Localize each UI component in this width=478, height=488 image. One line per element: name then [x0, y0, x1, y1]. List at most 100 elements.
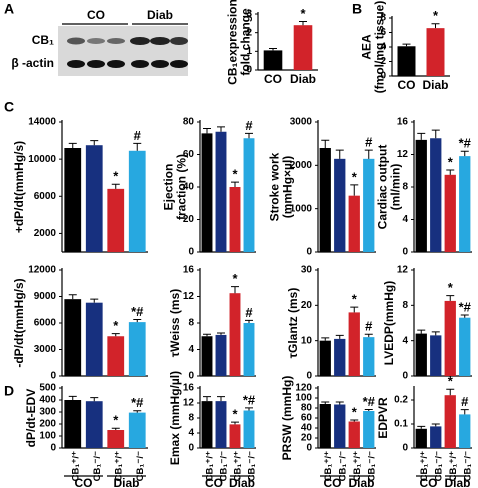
error-bar: [217, 332, 225, 335]
error-bar: [350, 419, 359, 422]
significance-marker: *: [448, 374, 454, 389]
bar: [128, 150, 146, 252]
y-tick-label: 0: [402, 443, 408, 454]
error-bar: [111, 183, 120, 189]
error-bar: [68, 142, 77, 148]
y-tick-label: 100: [39, 431, 56, 442]
y-tick-label: 0: [50, 371, 56, 382]
y-tick-label: 200: [39, 419, 56, 430]
x-tick-label: CB₁⁻/⁻: [219, 451, 230, 481]
error-bar: [321, 337, 330, 341]
error-bar: [231, 421, 239, 425]
x-tick-label: Diab: [290, 72, 316, 86]
y-tick-label: 16: [397, 117, 409, 128]
x-tick-label: CO: [398, 78, 416, 92]
y-axis-label: τWeiss (ms): [168, 289, 182, 358]
bar: [363, 158, 375, 252]
y-tick-label: 2: [380, 56, 386, 67]
y-axis-label: fraction (%): [175, 154, 189, 220]
group-label: Diab: [444, 476, 470, 488]
bar: [128, 412, 146, 448]
error-bar: [203, 333, 211, 337]
bar: [348, 195, 360, 252]
y-tick-label: 8: [402, 182, 408, 193]
blot-group: Diab: [147, 8, 173, 22]
error-bar: [133, 318, 142, 323]
group-label: Diab: [113, 476, 139, 488]
y-tick-label: 2: [246, 27, 252, 38]
x-tick-label: CB₁⁺/⁺: [205, 451, 216, 481]
error-bar: [460, 314, 469, 318]
y-tick-label: 10000: [28, 154, 56, 165]
bar: [444, 300, 456, 376]
bar: [215, 131, 227, 252]
error-bar: [68, 294, 77, 300]
y-tick-label: 12: [397, 265, 409, 276]
error-bar: [203, 128, 211, 134]
bar: [459, 156, 471, 252]
y-tick-label: 0: [246, 65, 252, 76]
y-tick-label: 1000: [290, 203, 313, 214]
y-tick-label: 10: [301, 335, 313, 346]
y-tick-label: 4: [188, 344, 194, 355]
y-tick-label: 500: [39, 383, 56, 394]
y-axis-label: EDPVR: [376, 397, 390, 439]
bar: [363, 411, 375, 448]
y-axis-label: -dP/dt(mmHg/s): [12, 278, 26, 367]
band: [130, 37, 150, 45]
y-tick-label: 20: [301, 300, 313, 311]
bar: [444, 174, 456, 252]
error-bar: [335, 401, 344, 405]
x-tick-label: CB₁⁻/⁻: [135, 451, 146, 481]
significance-marker: *: [352, 404, 358, 419]
band: [170, 37, 188, 45]
band: [107, 38, 125, 44]
bar: [243, 410, 255, 448]
bar: [348, 421, 360, 448]
bar: [64, 400, 82, 448]
error-bar: [90, 140, 99, 146]
band: [131, 60, 149, 68]
x-tick-label: CB₁⁺/⁺: [323, 451, 334, 481]
significance-marker: *: [232, 271, 238, 286]
error-bar: [111, 333, 120, 337]
significance-marker: *: [352, 292, 358, 307]
y-tick-label: 100: [295, 393, 312, 404]
y-tick-label: 300: [39, 407, 56, 418]
y-axis-label: (ml/min): [389, 164, 403, 211]
bar: [363, 337, 375, 376]
y-tick-label: 20: [183, 214, 195, 225]
error-bar: [133, 142, 142, 151]
error-bar: [231, 286, 239, 294]
y-tick-label: 400: [39, 395, 56, 406]
blot-row-label: β -actin: [11, 56, 54, 70]
x-tick-label: CB₁⁻/⁻: [92, 451, 103, 481]
y-tick-label: 0: [188, 371, 194, 382]
x-tick-label: Diab: [422, 78, 448, 92]
significance-marker: #: [134, 128, 142, 143]
error-bar: [446, 169, 455, 175]
y-tick-label: 2000: [34, 228, 57, 239]
y-tick-label: 12: [397, 149, 409, 160]
significance-marker: *#: [459, 299, 472, 314]
y-tick-label: 16: [183, 265, 195, 276]
y-tick-label: 12: [183, 398, 195, 409]
y-tick-label: 0: [188, 443, 194, 454]
significance-marker: #: [245, 118, 253, 133]
significance-marker: *#: [459, 136, 472, 151]
x-tick-label: CB₁⁺/⁺: [113, 451, 124, 481]
x-tick-label: CB₁⁺/⁺: [233, 451, 244, 481]
bar: [415, 139, 427, 252]
error-bar: [350, 184, 359, 196]
bar: [243, 138, 255, 252]
error-bar: [203, 396, 211, 402]
error-bar: [364, 333, 373, 338]
bar: [107, 336, 125, 376]
group-label: CO: [324, 476, 342, 488]
error-bar: [431, 423, 440, 427]
y-axis-label: Stroke work: [268, 152, 282, 221]
bar: [397, 46, 416, 76]
bar: [229, 293, 241, 376]
error-bar: [431, 331, 440, 336]
significance-marker: *: [232, 407, 238, 422]
